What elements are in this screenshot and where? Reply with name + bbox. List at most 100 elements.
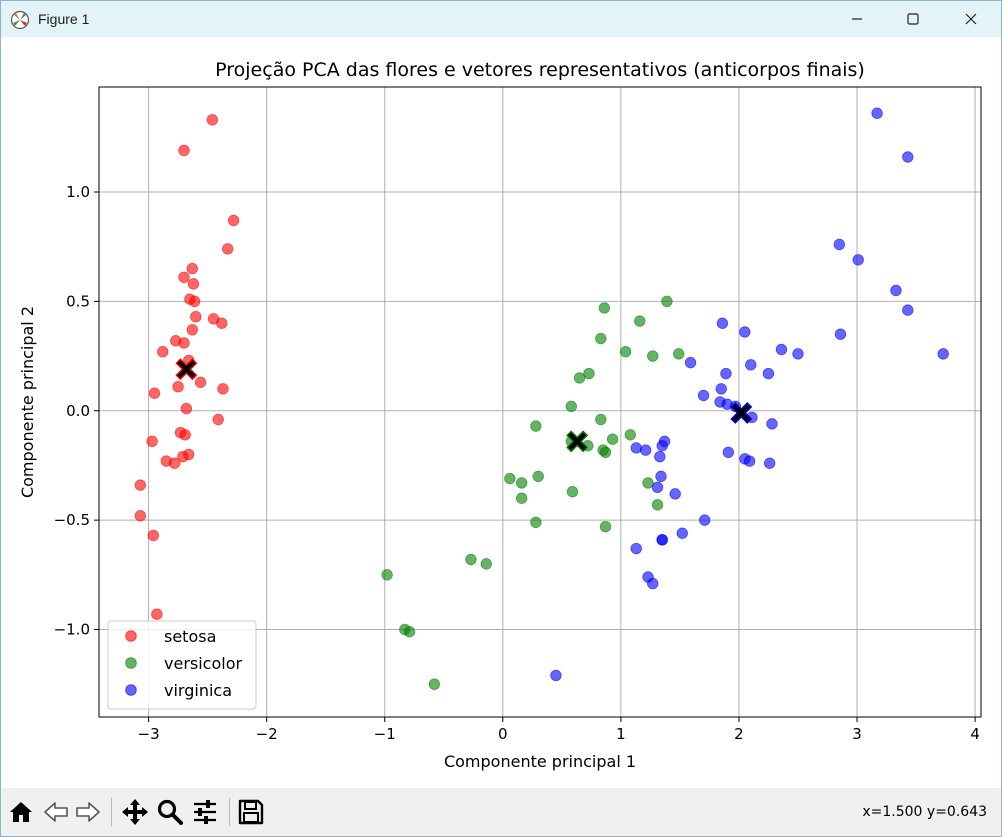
versicolor-point bbox=[515, 492, 528, 504]
virginica-representative-marker bbox=[730, 401, 753, 424]
pan-button[interactable] bbox=[118, 796, 152, 828]
setosa-point bbox=[194, 376, 207, 389]
virginica-point bbox=[792, 348, 804, 360]
setosa-point bbox=[186, 262, 198, 275]
x-tick-label: −1 bbox=[374, 725, 396, 743]
versicolor-point bbox=[530, 420, 542, 432]
maximize-button[interactable] bbox=[885, 1, 941, 37]
versicolor-point bbox=[647, 350, 659, 362]
figure-canvas[interactable]: −3 −2 −1 0 1 2 3 4 −1.0 −0.5 0.0 0.5 1.0 Projeção PC… bbox=[1, 37, 1001, 788]
y-tick-label: 0.0 bbox=[66, 402, 90, 420]
virginica-point bbox=[852, 254, 864, 266]
setosa-point bbox=[188, 295, 201, 308]
close-button[interactable] bbox=[943, 1, 999, 37]
subplots-button[interactable] bbox=[188, 796, 222, 828]
versicolor-point bbox=[515, 477, 528, 489]
save-floppy-icon bbox=[238, 799, 264, 825]
setosa-point bbox=[190, 310, 202, 323]
versicolor-point bbox=[599, 520, 612, 533]
x-tick-label: −3 bbox=[138, 725, 160, 743]
cursor-coordinates: x=1.500 y=0.643 bbox=[862, 804, 987, 820]
setosa-point bbox=[217, 383, 229, 395]
setosa-point bbox=[216, 317, 228, 329]
virginica-point bbox=[890, 284, 902, 297]
forward-arrow-icon bbox=[76, 802, 100, 822]
virginica-point bbox=[833, 238, 846, 251]
virginica-point bbox=[871, 107, 883, 119]
virginica-point bbox=[630, 542, 642, 555]
virginica-point bbox=[656, 440, 668, 452]
setosa-point bbox=[186, 324, 198, 336]
setosa-point bbox=[148, 387, 161, 399]
back-button[interactable] bbox=[39, 796, 73, 828]
virginica-point bbox=[669, 488, 681, 500]
forward-button[interactable] bbox=[71, 796, 105, 828]
virginica-point bbox=[676, 527, 688, 539]
virginica-point bbox=[656, 534, 668, 546]
versicolor-point bbox=[599, 446, 612, 459]
setosa-point bbox=[178, 337, 190, 349]
versicolor-point bbox=[573, 372, 586, 384]
save-button[interactable] bbox=[234, 796, 268, 828]
virginica-point bbox=[722, 446, 735, 459]
setosa-point bbox=[221, 243, 234, 255]
versicolor-point bbox=[465, 553, 477, 566]
versicolor-point bbox=[595, 413, 607, 426]
x-axis-label: Componente principal 1 bbox=[444, 752, 636, 771]
setosa-point bbox=[180, 402, 193, 415]
y-axis-label: Componente principal 2 bbox=[18, 306, 37, 498]
virginica-point bbox=[550, 669, 562, 682]
versicolor-point bbox=[381, 569, 393, 581]
virginica-point bbox=[763, 457, 776, 469]
setosa-point bbox=[172, 380, 184, 393]
toolbar-separator bbox=[229, 798, 230, 826]
minimize-button[interactable] bbox=[829, 1, 885, 37]
x-tick-label: 1 bbox=[616, 725, 626, 743]
versicolor-point bbox=[619, 345, 632, 358]
setosa-point bbox=[212, 413, 224, 426]
subplots-sliders-icon bbox=[194, 800, 216, 824]
axis-ticks: −3 −2 −1 0 1 2 3 4 −1.0 −0.5 0.0 0.5 1.0 bbox=[54, 183, 980, 743]
setosa-point bbox=[187, 278, 200, 290]
matplotlib-figure-icon bbox=[10, 10, 30, 30]
versicolor-point bbox=[565, 400, 577, 413]
x-tick-label: −2 bbox=[256, 725, 278, 743]
legend-marker-virginica bbox=[125, 684, 137, 696]
virginica-point bbox=[762, 367, 775, 380]
minimize-icon bbox=[852, 18, 862, 20]
legend: setosa versicolor virginica bbox=[107, 620, 257, 710]
setosa-point bbox=[168, 457, 181, 469]
versicolor-point bbox=[595, 332, 607, 345]
virginica-point bbox=[715, 383, 727, 395]
virginica-point bbox=[766, 418, 778, 430]
scatter-points bbox=[134, 107, 949, 690]
versicolor-point bbox=[624, 429, 637, 441]
home-button[interactable] bbox=[4, 796, 38, 828]
versicolor-point bbox=[598, 302, 611, 314]
legend-label-setosa: setosa bbox=[164, 627, 216, 646]
versicolor-point bbox=[480, 558, 492, 570]
pca-scatter-chart[interactable]: −3 −2 −1 0 1 2 3 4 −1.0 −0.5 0.0 0.5 1.0 Projeção PC… bbox=[1, 37, 1001, 788]
virginica-point bbox=[697, 389, 710, 402]
versicolor-point bbox=[504, 472, 516, 485]
zoom-button[interactable] bbox=[153, 796, 187, 828]
y-tick-label: −0.5 bbox=[54, 511, 90, 529]
chart-title: Projeção PCA das flores e vetores repres… bbox=[215, 59, 865, 81]
pan-move-icon bbox=[122, 799, 148, 825]
setosa-point bbox=[134, 479, 147, 491]
legend-marker-setosa bbox=[125, 630, 137, 642]
representative-markers bbox=[175, 358, 753, 453]
versicolor-point bbox=[532, 470, 544, 483]
versicolor-point bbox=[673, 348, 685, 360]
navigation-toolbar: x=1.500 y=0.643 bbox=[1, 788, 1001, 836]
virginica-point bbox=[834, 328, 847, 340]
virginica-point bbox=[654, 450, 666, 463]
virginica-point bbox=[937, 348, 949, 360]
setosa-point bbox=[206, 114, 219, 126]
versicolor-point bbox=[530, 516, 542, 529]
legend-marker-versicolor bbox=[125, 657, 137, 669]
title-bar[interactable]: Figure 1 bbox=[1, 1, 1001, 37]
back-arrow-icon bbox=[44, 802, 68, 822]
setosa-point bbox=[177, 450, 189, 463]
x-tick-label: 0 bbox=[498, 725, 508, 743]
